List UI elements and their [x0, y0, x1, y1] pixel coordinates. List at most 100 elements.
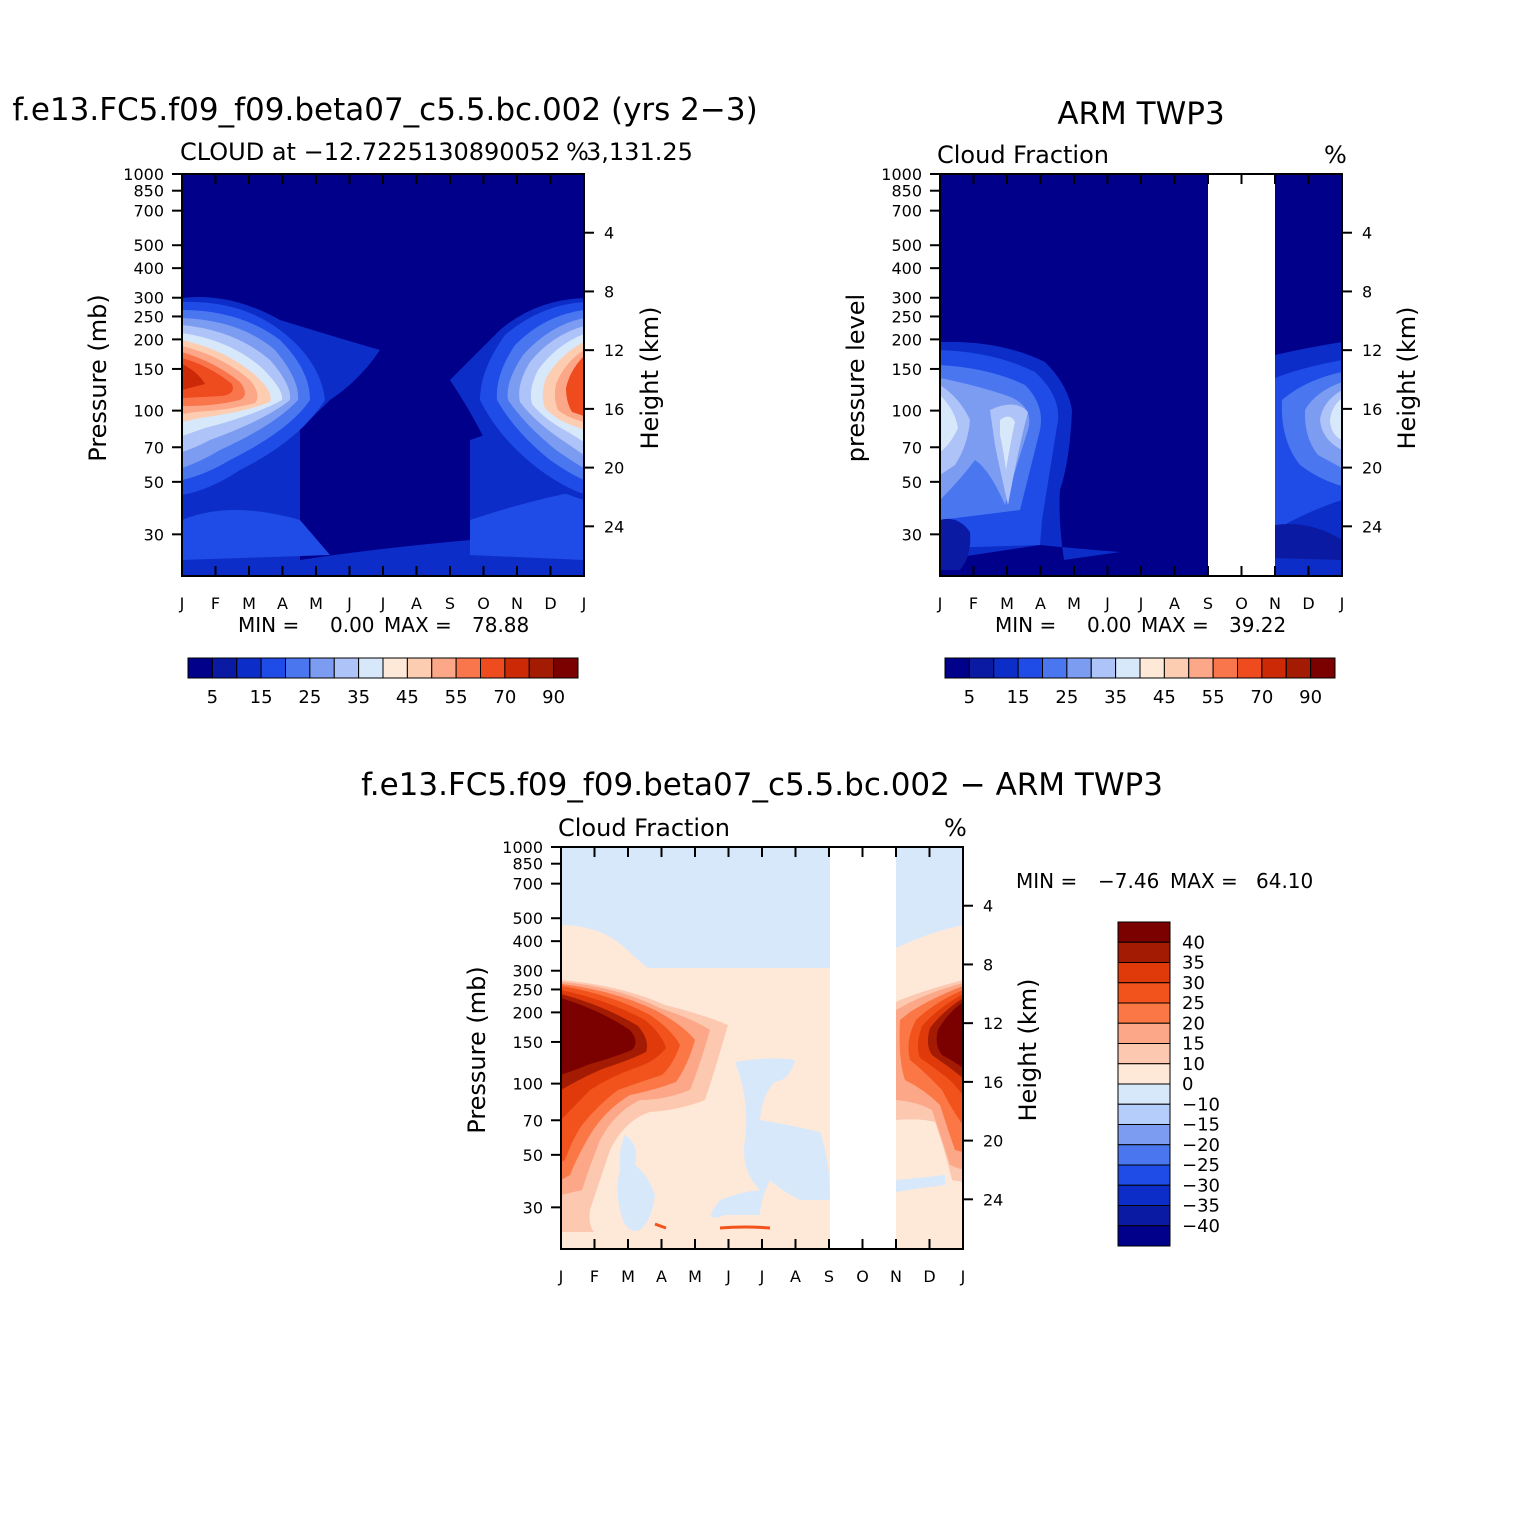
colorbar-label: 15: [1007, 687, 1030, 708]
x-tick-label: A: [1169, 594, 1180, 613]
colorbar-label: 15: [1182, 1034, 1205, 1055]
y2-tick-label: 20: [1362, 459, 1382, 478]
y-tick-label: 250: [512, 980, 543, 999]
panel-obs: ARM TWP3 Cloud Fraction % J F M A M J J A S O N D J3: [842, 96, 1421, 708]
min-value: 0.00: [1087, 613, 1132, 637]
panel-title: f.e13.FC5.f09_f09.beta07_c5.5.bc.002 (yr…: [12, 92, 757, 128]
colorbar-box: [1117, 1184, 1171, 1206]
colorbar-box: [1237, 657, 1263, 679]
colorbar-box: [333, 657, 360, 679]
colorbar-label: 10: [1182, 1054, 1205, 1075]
y-tick-label: 50: [523, 1146, 543, 1165]
x-tick-label: A: [656, 1267, 667, 1286]
y-tick-label: 150: [512, 1033, 543, 1052]
colorbar-label: 90: [1299, 687, 1322, 708]
y-tick-label: 30: [523, 1198, 543, 1217]
min-label: MIN =: [238, 613, 299, 637]
y-tick-label: 70: [902, 438, 922, 457]
colorbar-box: [1042, 657, 1068, 679]
x-tick-label: N: [1269, 594, 1281, 613]
y-tick-label: 850: [133, 182, 164, 201]
colorbar-label: 55: [1202, 687, 1225, 708]
y-tick-label: 1000: [123, 165, 164, 184]
max-value: 78.88: [472, 613, 529, 637]
y-tick-label: 300: [133, 289, 164, 308]
y-tick-label: 200: [512, 1003, 543, 1022]
colorbar-label: 25: [298, 687, 321, 708]
y2-tick-label: 20: [604, 459, 624, 478]
colorbar-label: 70: [493, 687, 516, 708]
colorbar-label: 90: [542, 687, 565, 708]
panel-diff: f.e13.FC5.f09_f09.beta07_c5.5.bc.002 − A…: [361, 767, 1313, 1286]
y-tick-label: 200: [891, 330, 922, 349]
colorbar-box: [1117, 1083, 1171, 1105]
y-tick-label: 250: [133, 307, 164, 326]
units-label: %: [944, 814, 967, 842]
y2-tick-label: 8: [983, 955, 993, 974]
x-tick-label: M: [309, 594, 323, 613]
colorbar-box: [1117, 1043, 1171, 1065]
x-tick-label: M: [1067, 594, 1081, 613]
colorbar-label: 40: [1182, 932, 1205, 953]
y-tick-label: 1000: [881, 165, 922, 184]
colorbar-box: [1117, 941, 1171, 963]
y-tick-label: 100: [133, 402, 164, 421]
colorbar-box: [1117, 1225, 1171, 1247]
y2-tick-label: 20: [983, 1132, 1003, 1151]
x-tick-label: J: [725, 1267, 731, 1286]
y2-tick-label: 16: [604, 400, 624, 419]
contour-field: [561, 847, 963, 1249]
x-tick-label: J: [346, 594, 352, 613]
max-label: MAX =: [1141, 613, 1209, 637]
x-tick-label: J: [1104, 594, 1110, 613]
colorbar-box: [1066, 657, 1092, 679]
colorbar-box: [1310, 657, 1336, 679]
colorbar-label: 30: [1182, 973, 1205, 994]
colorbar-model: 5 15 25 35 45 55 70 90: [187, 657, 579, 708]
y2-tick-label: 16: [983, 1073, 1003, 1092]
colorbar-box: [1090, 657, 1117, 679]
colorbar-box: [1117, 1205, 1171, 1227]
colorbar-label: −40: [1182, 1216, 1220, 1237]
colorbar-box: [1117, 1103, 1171, 1125]
colorbar-box: [1139, 657, 1165, 679]
y-tick-label: 150: [133, 360, 164, 379]
x-tick-label: F: [211, 594, 220, 613]
x-tick-label: A: [790, 1267, 801, 1286]
y-tick-label: 100: [512, 1075, 543, 1094]
y2-tick-label: 12: [1362, 341, 1382, 360]
y-tick-label: 400: [891, 259, 922, 278]
y-tick-label: 30: [902, 525, 922, 544]
colorbar-box: [1212, 657, 1238, 679]
colorbar-box: [944, 657, 970, 679]
x-tick-label: J: [179, 594, 185, 613]
panel-model: f.e13.FC5.f09_f09.beta07_c5.5.bc.002 (yr…: [12, 92, 757, 708]
y-tick-label: 700: [133, 202, 164, 221]
colorbar-box: [1163, 657, 1190, 679]
colorbar-label: 5: [207, 687, 218, 708]
colorbar-label: −35: [1182, 1196, 1220, 1217]
colorbar-box: [358, 657, 384, 679]
colorbar-box: [993, 657, 1019, 679]
units-label: %: [566, 138, 589, 166]
colorbar-box: [187, 657, 213, 679]
y2-tick-label: 24: [604, 517, 624, 536]
y2-tick-label: 12: [983, 1014, 1003, 1033]
colorbar-box: [1117, 1144, 1171, 1166]
y2-axis-label: Height (km): [636, 307, 664, 450]
colorbar-label: 35: [1104, 687, 1127, 708]
x-tick-label: O: [856, 1267, 869, 1286]
colorbar-box: [406, 657, 433, 679]
colorbar-box: [211, 657, 238, 679]
y-tick-label: 50: [144, 473, 164, 492]
y-axis-label: Pressure (mb): [84, 294, 112, 461]
y-tick-label: 500: [891, 236, 922, 255]
colorbar-label: −10: [1182, 1094, 1220, 1115]
x-tick-label: J: [937, 594, 943, 613]
colorbar-label: 5: [964, 687, 975, 708]
colorbar-label: 35: [1182, 953, 1205, 974]
colorbar-box: [1017, 657, 1043, 679]
